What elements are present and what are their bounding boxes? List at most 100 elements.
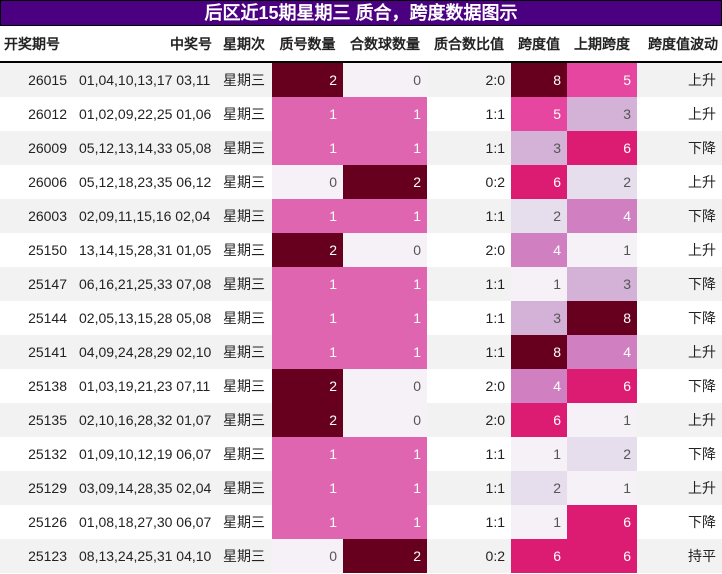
cell-numbers: 01,04,10,13,17 03,11 (73, 62, 216, 97)
table-row: 26015 01,04,10,13,17 03,11 星期三 2 0 2:0 8 5 上升 (0, 62, 722, 97)
cell-prev-span: 1 (567, 403, 637, 437)
cell-composite-count: 0 (343, 62, 427, 97)
cell-weekday: 星期三 (223, 446, 265, 462)
cell-numbers: 02,09,11,15,16 02,04 (73, 199, 216, 233)
cell-span-trend: 上升 (688, 242, 716, 258)
cell-composite-count: 1 (343, 301, 427, 335)
cell-weekday: 星期三 (223, 174, 265, 190)
cell-weekday: 星期三 (216, 539, 272, 573)
cell-span-trend: 下降 (688, 514, 716, 530)
header-prev-span: 上期跨度 (567, 26, 637, 63)
cell-numbers: 04,09,24,28,29 02,10 (73, 335, 216, 369)
cell-composite-count: 1 (343, 267, 427, 301)
cell-weekday: 星期三 (216, 403, 272, 437)
cell-prime-count: 1 (272, 335, 343, 369)
chart-title: 后区近15期星期三 质合，跨度数据图示 (0, 0, 722, 26)
cell-weekday: 星期三 (223, 310, 265, 326)
cell-span: 1 (511, 505, 567, 539)
cell-weekday: 星期三 (223, 242, 265, 258)
header-row: 开奖期号 中奖号 星期次 质号数量 合数球数量 质合数比值 跨度值 上期跨度 跨度值波动 (0, 26, 722, 63)
cell-prev-span: 8 (567, 301, 637, 335)
cell-composite-count: 1 (343, 505, 427, 539)
cell-prime-count: 2 (272, 403, 343, 437)
cell-composite-count: 0 (343, 369, 427, 403)
cell-weekday: 星期三 (216, 199, 272, 233)
cell-span: 8 (511, 62, 567, 97)
cell-prime-count: 2 (272, 233, 343, 267)
cell-issue: 25141 (0, 335, 73, 369)
cell-composite-count: 1 (343, 335, 427, 369)
cell-prime-count: 1 (272, 505, 343, 539)
cell-prime-count: 1 (272, 267, 343, 301)
cell-prev-span: 4 (567, 335, 637, 369)
table-row: 25132 01,09,10,12,19 06,07 星期三 1 1 1:1 1 2 下降 (0, 437, 722, 471)
cell-span: 3 (511, 301, 567, 335)
cell-span-trend: 下降 (637, 131, 722, 165)
cell-numbers: 06,16,21,25,33 07,08 (73, 267, 216, 301)
table-row: 25123 08,13,24,25,31 04,10 星期三 0 2 0:2 6 6 持平 (0, 539, 722, 573)
cell-numbers: 13,14,15,28,31 01,05 (79, 242, 212, 258)
cell-prev-span: 1 (567, 233, 637, 267)
table-row: 25138 01,03,19,21,23 07,11 星期三 2 0 2:0 4 6 下降 (0, 369, 722, 403)
cell-span: 6 (511, 165, 567, 199)
cell-span: 8 (511, 335, 567, 369)
cell-span-trend: 上升 (637, 403, 722, 437)
header-prime-count: 质号数量 (272, 26, 343, 63)
table-row: 25129 03,09,14,28,35 02,04 星期三 1 1 1:1 2 1 上升 (0, 471, 722, 505)
cell-span: 1 (511, 267, 567, 301)
cell-prev-span: 6 (567, 539, 637, 573)
cell-issue: 25147 (0, 267, 73, 301)
cell-prev-span: 3 (567, 97, 637, 131)
cell-span: 2 (511, 199, 567, 233)
header-span: 跨度值 (511, 26, 567, 63)
cell-ratio: 2:0 (427, 403, 511, 437)
cell-prime-count: 2 (272, 369, 343, 403)
data-table: 开奖期号 中奖号 星期次 质号数量 合数球数量 质合数比值 跨度值 上期跨度 跨度值波动 260… (0, 26, 722, 573)
cell-numbers: 03,09,14,28,35 02,04 (73, 471, 216, 505)
cell-ratio: 1:1 (427, 199, 511, 233)
cell-prev-span: 6 (567, 131, 637, 165)
cell-issue: 25132 (28, 446, 67, 462)
cell-weekday: 星期三 (216, 471, 272, 505)
cell-issue: 25150 (28, 242, 67, 258)
cell-issue: 26012 (28, 106, 67, 122)
table-row: 26012 01,02,09,22,25 01,06 星期三 1 1 1:1 5 3 上升 (0, 97, 722, 131)
cell-issue: 26003 (0, 199, 73, 233)
cell-ratio: 1:1 (427, 267, 511, 301)
cell-prime-count: 2 (272, 62, 343, 97)
cell-ratio: 2:0 (485, 378, 505, 394)
cell-composite-count: 1 (343, 131, 427, 165)
cell-ratio: 1:1 (427, 335, 511, 369)
cell-span-trend: 下降 (688, 446, 716, 462)
cell-issue: 26009 (0, 131, 73, 165)
cell-numbers: 01,03,19,21,23 07,11 (79, 378, 211, 394)
cell-prime-count: 1 (272, 199, 343, 233)
cell-span: 4 (511, 369, 567, 403)
cell-prime-count: 1 (272, 97, 343, 131)
cell-span: 1 (511, 437, 567, 471)
header-weekday: 星期次 (216, 26, 272, 63)
cell-span-trend: 上升 (637, 471, 722, 505)
cell-numbers: 08,13,24,25,31 04,10 (73, 539, 216, 573)
cell-weekday: 星期三 (223, 514, 265, 530)
cell-span-trend: 下降 (688, 378, 716, 394)
header-span-trend: 跨度值波动 (637, 26, 722, 63)
cell-prev-span: 2 (567, 165, 637, 199)
cell-prime-count: 1 (272, 301, 343, 335)
table-row: 26009 05,12,13,14,33 05,08 星期三 1 1 1:1 3 6 下降 (0, 131, 722, 165)
cell-issue: 25144 (28, 310, 67, 326)
cell-issue: 25135 (0, 403, 73, 437)
cell-composite-count: 0 (343, 233, 427, 267)
cell-issue: 25126 (28, 514, 67, 530)
cell-numbers: 02,10,16,28,32 01,07 (73, 403, 216, 437)
cell-composite-count: 2 (343, 539, 427, 573)
cell-ratio: 1:1 (485, 310, 505, 326)
cell-composite-count: 1 (343, 199, 427, 233)
table-row: 25144 02,05,13,15,28 05,08 星期三 1 1 1:1 3 8 下降 (0, 301, 722, 335)
cell-prime-count: 0 (272, 539, 343, 573)
cell-numbers: 05,12,18,23,35 06,12 (79, 174, 212, 190)
cell-numbers: 02,05,13,15,28 05,08 (79, 310, 212, 326)
cell-span: 6 (511, 403, 567, 437)
cell-prime-count: 0 (272, 165, 343, 199)
table-row: 25126 01,08,18,27,30 06,07 星期三 1 1 1:1 1 6 下降 (0, 505, 722, 539)
